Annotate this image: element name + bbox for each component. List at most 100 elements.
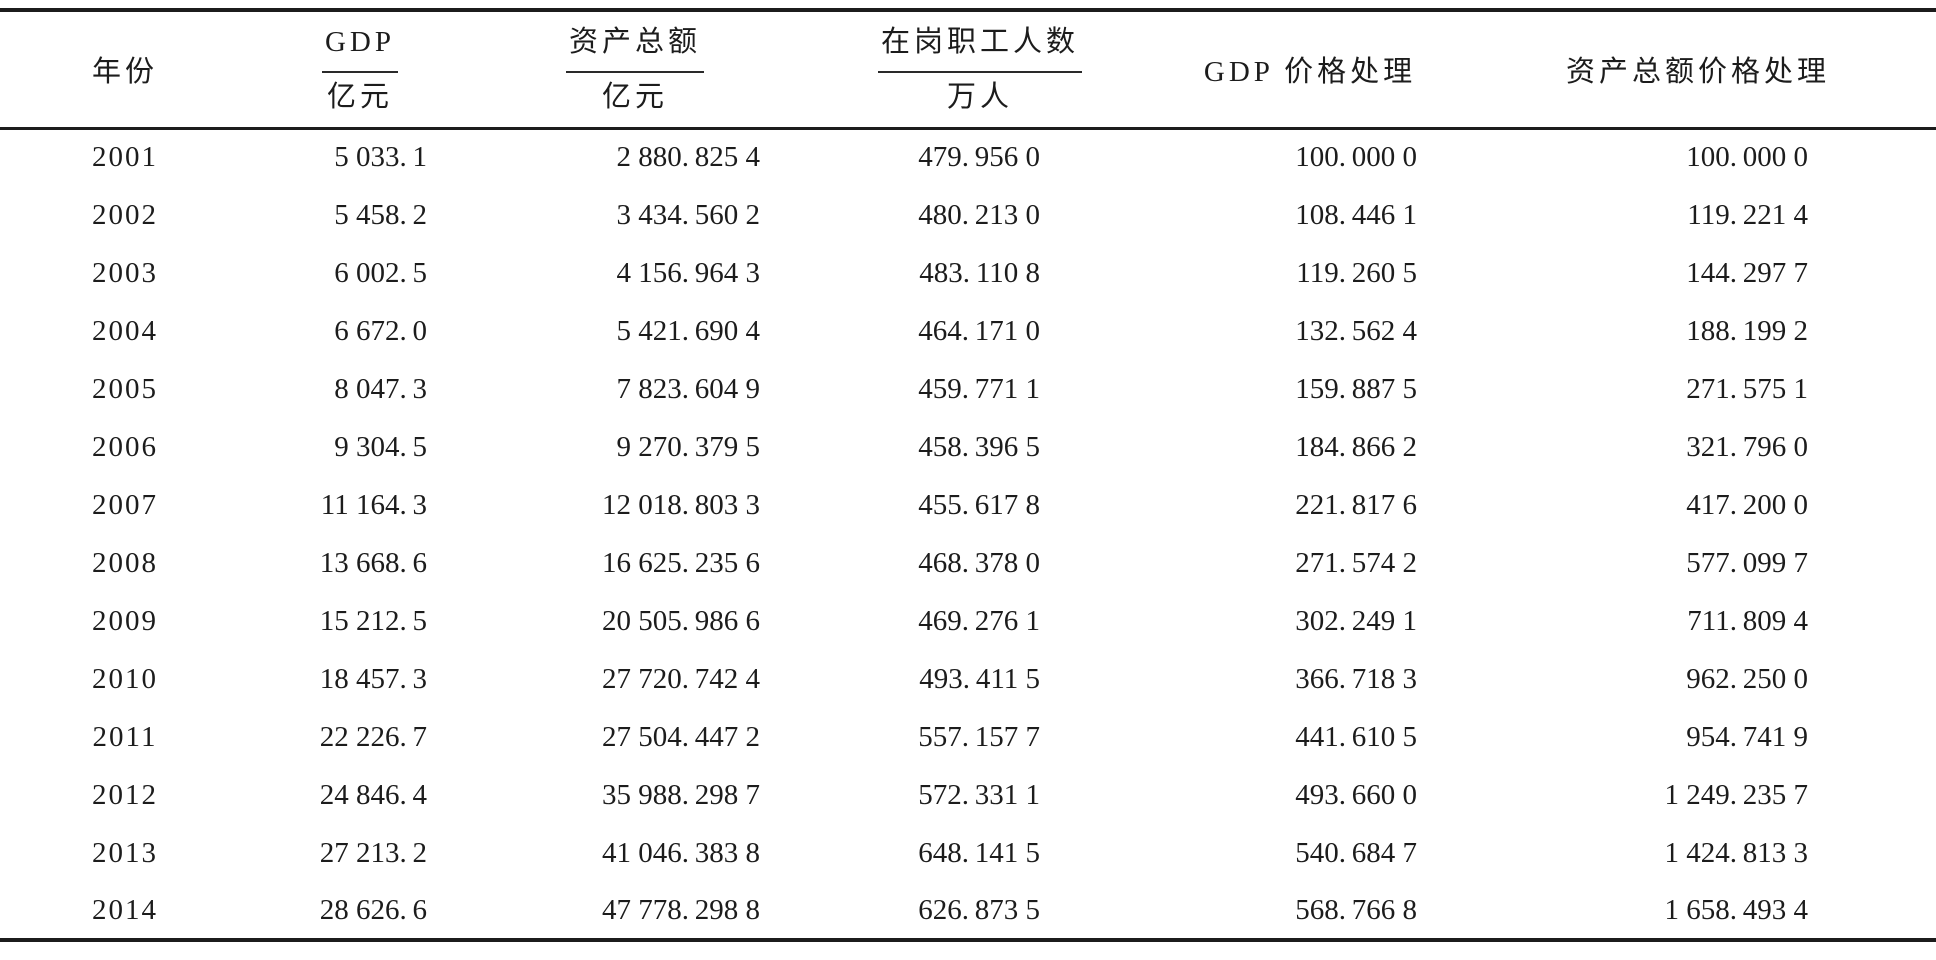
cell-year: 2013 — [92, 836, 158, 869]
cell-assets: 12 018. 803 3 — [601, 488, 760, 521]
cell-gdp-price: 271. 574 2 — [1295, 546, 1417, 579]
workers-unit-fraction: 在岗职工人数 万人 — [877, 28, 1082, 112]
header-row: 年份 GDP 亿元 资产总额 亿元 在岗职工人数 — [0, 10, 1936, 130]
cell-gdp-price: 366. 718 3 — [1295, 662, 1417, 695]
cell-gdp-price: 568. 766 8 — [1295, 893, 1417, 926]
cell-assets: 41 046. 383 8 — [601, 836, 760, 869]
cell-workers: 572. 331 1 — [918, 778, 1040, 811]
cell-gdp: 22 226. 7 — [319, 720, 427, 753]
cell-workers: 648. 141 5 — [918, 836, 1040, 869]
cell-assets: 47 778. 298 8 — [601, 893, 760, 926]
cell-workers: 480. 213 0 — [918, 198, 1040, 231]
cell-workers: 626. 873 5 — [918, 893, 1040, 926]
cell-year: 2014 — [92, 893, 158, 926]
cell-gdp-price: 184. 866 2 — [1295, 430, 1417, 463]
cell-gdp: 6 672. 0 — [334, 314, 427, 347]
table-row: 2010 18 457. 3 27 720. 742 4 493. 411 5 366.… — [0, 650, 1936, 708]
cell-assets-price: 119. 221 4 — [1687, 198, 1808, 231]
cell-year: 2006 — [92, 430, 158, 463]
cell-assets-price: 188. 199 2 — [1686, 314, 1808, 347]
cell-year: 2001 — [92, 141, 158, 174]
cell-gdp: 24 846. 4 — [319, 778, 427, 811]
col-header-year: 年份 — [0, 10, 250, 130]
cell-assets: 5 421. 690 4 — [616, 314, 760, 347]
table-row: 2005 8 047. 3 7 823. 604 9 459. 771 1 159. 8… — [0, 360, 1936, 418]
col-header-assets-unit: 亿元 — [601, 81, 668, 114]
cell-gdp-price: 540. 684 7 — [1295, 836, 1417, 869]
table-row: 2007 11 164. 3 12 018. 803 3 455. 617 8 221.… — [0, 476, 1936, 534]
col-header-gdp-label: GDP — [321, 28, 398, 74]
cell-workers: 557. 157 7 — [918, 720, 1040, 753]
col-header-gdp-price-label: GDP 价格处理 — [1203, 56, 1417, 89]
cell-year: 2007 — [92, 488, 158, 521]
col-header-assets-price: 资产总额价格处理 — [1460, 10, 1936, 130]
col-header-assets-label: 资产总额 — [565, 28, 704, 74]
cell-year: 2005 — [92, 372, 158, 405]
cell-assets-price: 1 249. 235 7 — [1664, 778, 1808, 811]
cell-gdp: 5 033. 1 — [334, 141, 427, 174]
cell-year: 2009 — [92, 604, 158, 637]
cell-year: 2008 — [92, 546, 158, 579]
cell-assets: 27 504. 447 2 — [601, 720, 760, 753]
table-row: 2011 22 226. 7 27 504. 447 2 557. 157 7 441.… — [0, 708, 1936, 766]
cell-gdp: 8 047. 3 — [334, 372, 427, 405]
table-row: 2006 9 304. 5 9 270. 379 5 458. 396 5 184. 8… — [0, 418, 1936, 476]
cell-assets: 7 823. 604 9 — [616, 372, 760, 405]
cell-year: 2003 — [92, 256, 158, 289]
cell-assets-price: 962. 250 0 — [1686, 662, 1808, 695]
cell-assets: 9 270. 379 5 — [616, 430, 760, 463]
cell-assets-price: 417. 200 0 — [1686, 488, 1808, 521]
cell-gdp-price: 159. 887 5 — [1295, 372, 1417, 405]
cell-gdp-price: 221. 817 6 — [1295, 488, 1417, 521]
cell-gdp-price: 441. 610 5 — [1295, 720, 1417, 753]
cell-assets-price: 1 658. 493 4 — [1664, 893, 1808, 926]
cell-gdp: 28 626. 6 — [319, 893, 427, 926]
table-row: 2014 28 626. 6 47 778. 298 8 626. 873 5 568.… — [0, 882, 1936, 940]
cell-assets: 16 625. 235 6 — [601, 546, 760, 579]
cell-workers: 468. 378 0 — [918, 546, 1040, 579]
cell-assets-price: 100. 000 0 — [1686, 141, 1808, 174]
col-header-workers: 在岗职工人数 万人 — [800, 10, 1160, 130]
cell-assets-price: 321. 796 0 — [1686, 430, 1808, 463]
cell-gdp: 18 457. 3 — [319, 662, 427, 695]
cell-year: 2002 — [92, 198, 158, 231]
cell-gdp-price: 119. 260 5 — [1296, 256, 1417, 289]
table-row: 2009 15 212. 5 20 505. 986 6 469. 276 1 302.… — [0, 592, 1936, 650]
col-header-gdp: GDP 亿元 — [250, 10, 470, 130]
cell-assets: 3 434. 560 2 — [616, 198, 760, 231]
cell-year: 2004 — [92, 314, 158, 347]
cell-assets: 27 720. 742 4 — [601, 662, 760, 695]
cell-year: 2012 — [92, 778, 158, 811]
cell-workers: 469. 276 1 — [918, 604, 1040, 637]
cell-assets-price: 954. 741 9 — [1686, 720, 1808, 753]
cell-gdp: 15 212. 5 — [319, 604, 427, 637]
assets-unit-fraction: 资产总额 亿元 — [565, 28, 704, 114]
cell-gdp: 5 458. 2 — [334, 198, 427, 231]
cell-assets-price: 1 424. 813 3 — [1664, 836, 1808, 869]
cell-gdp: 13 668. 6 — [319, 546, 427, 579]
cell-workers: 483. 110 8 — [919, 256, 1040, 289]
table-body: 2001 5 033. 1 2 880. 825 4 479. 956 0 100. 0… — [0, 128, 1936, 940]
table-row: 2001 5 033. 1 2 880. 825 4 479. 956 0 100. 0… — [0, 128, 1936, 186]
cell-gdp-price: 108. 446 1 — [1295, 198, 1417, 231]
cell-workers: 493. 411 5 — [919, 662, 1040, 695]
cell-workers: 464. 171 0 — [918, 314, 1040, 347]
cell-assets: 2 880. 825 4 — [616, 141, 760, 174]
cell-year: 2011 — [92, 720, 158, 753]
cell-assets: 20 505. 986 6 — [601, 604, 760, 637]
col-header-workers-label: 在岗职工人数 — [877, 28, 1082, 74]
cell-gdp-price: 302. 249 1 — [1295, 604, 1417, 637]
cell-gdp: 6 002. 5 — [334, 256, 427, 289]
cell-workers: 455. 617 8 — [918, 488, 1040, 521]
col-header-year-label: 年份 — [91, 56, 158, 89]
col-header-gdp-price: GDP 价格处理 — [1160, 10, 1460, 130]
table-row: 2013 27 213. 2 41 046. 383 8 648. 141 5 540.… — [0, 824, 1936, 882]
cell-workers: 479. 956 0 — [918, 141, 1040, 174]
cell-assets-price: 271. 575 1 — [1686, 372, 1808, 405]
cell-gdp: 9 304. 5 — [334, 430, 427, 463]
cell-assets: 35 988. 298 7 — [601, 778, 760, 811]
table-row: 2004 6 672. 0 5 421. 690 4 464. 171 0 132. 5… — [0, 302, 1936, 360]
col-header-assets-price-label: 资产总额价格处理 — [1565, 56, 1830, 89]
col-header-assets: 资产总额 亿元 — [470, 10, 800, 130]
cell-assets-price: 711. 809 4 — [1687, 604, 1808, 637]
